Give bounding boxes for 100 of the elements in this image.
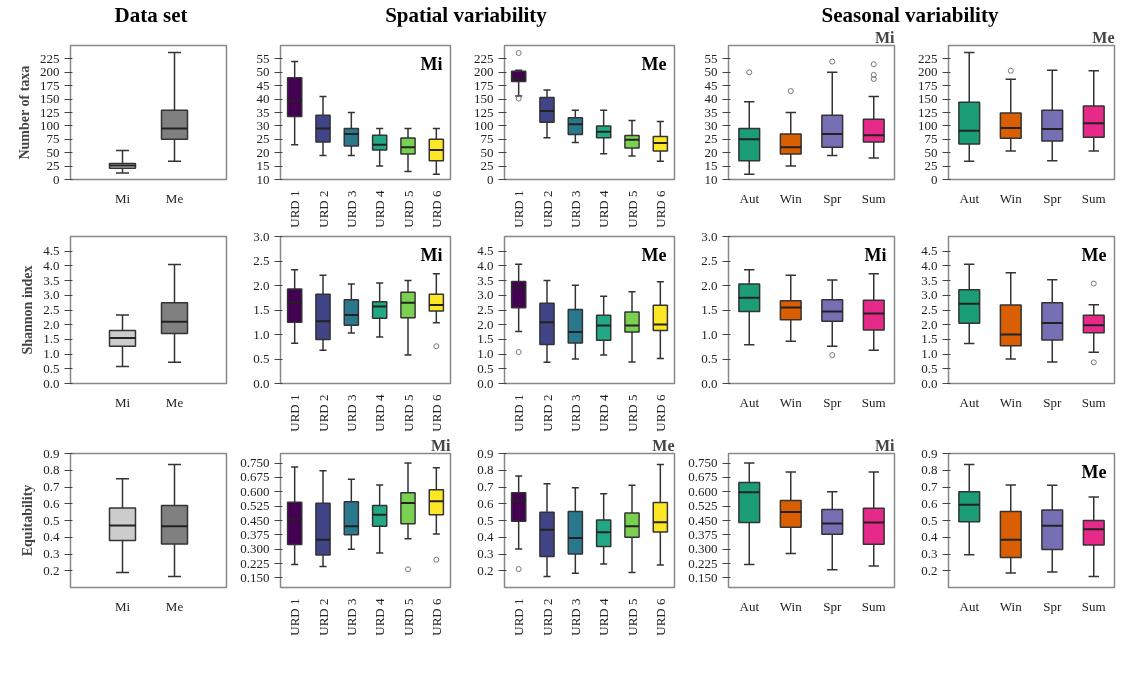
x-tick-label: URD 1 — [511, 394, 527, 432]
y-tick-label: 1.5 — [921, 331, 938, 347]
x-tick-label: URD 2 — [539, 190, 555, 228]
y-tick-label: 100 — [474, 117, 494, 133]
y-tick-label: 4.0 — [43, 257, 60, 273]
x-tick-label: URD 6 — [428, 394, 444, 432]
y-tick-label: 0.375 — [688, 526, 718, 542]
y-tick-label: 0.8 — [477, 462, 494, 478]
y-tick-label: 0.9 — [477, 445, 494, 461]
x-tick-label: URD 1 — [511, 190, 527, 228]
y-tick-label: 0.6 — [477, 495, 494, 511]
y-tick-label: 15 — [256, 158, 270, 174]
x-tick-label: URD 3 — [343, 394, 359, 432]
y-tick-label: 0.5 — [43, 360, 60, 376]
annotation: Mi — [420, 244, 443, 265]
y-tick-label: 2.5 — [253, 253, 270, 268]
x-tick-label: URD 5 — [400, 394, 416, 432]
x-tick-label: Sum — [861, 598, 886, 614]
x-tick-label: Spr — [1043, 598, 1062, 614]
x-tick-label: URD 4 — [372, 598, 388, 636]
y-tick-label: 25 — [256, 131, 270, 147]
x-tick-label: URD 6 — [652, 394, 668, 432]
y-tick-label: 0.600 — [688, 483, 718, 499]
x-tick-label: URD 2 — [315, 598, 331, 636]
y-tick-label: 0.150 — [240, 569, 270, 585]
x-tick-label: Sum — [861, 190, 886, 206]
y-tick-label: 175 — [474, 77, 494, 93]
y-tick-label: 25 — [924, 158, 938, 174]
y-tick-label: 10 — [256, 171, 270, 187]
x-tick-label: URD 4 — [372, 190, 388, 228]
x-tick-label: Me — [165, 190, 184, 206]
x-tick-label: Me — [165, 394, 184, 410]
y-tick-label: 0.675 — [688, 469, 718, 485]
x-tick-label: Aut — [959, 598, 980, 614]
y-tick-label: 15 — [704, 158, 718, 174]
y-tick-label: 1.5 — [253, 302, 270, 317]
y-tick-label: 20 — [256, 144, 270, 160]
x-tick-label: Spr — [1043, 394, 1062, 410]
y-tick-label: 0.5 — [701, 351, 718, 366]
y-tick-label: 25 — [704, 131, 718, 147]
x-tick-label: URD 2 — [539, 598, 555, 636]
y-tick-label: 0.525 — [240, 498, 270, 514]
x-tick-label: URD 4 — [596, 598, 612, 636]
chart-title: Data set — [114, 2, 188, 29]
y-tick-label: 0.525 — [688, 498, 718, 514]
y-tick-label: 1.5 — [701, 302, 718, 317]
y-tick-label: 1.0 — [921, 346, 938, 362]
annotation: Mi — [874, 28, 896, 46]
y-tick-label: 50 — [480, 144, 494, 160]
y-tick-label: 0.4 — [477, 529, 494, 545]
y-tick-label: 3.0 — [43, 287, 60, 303]
y-tick-label: 0.150 — [688, 569, 718, 585]
x-tick-label: URD 3 — [343, 190, 359, 228]
y-tick-label: 4.0 — [921, 257, 938, 273]
x-tick-label: URD 1 — [511, 598, 527, 636]
y-tick-label: 225 — [918, 50, 938, 66]
x-tick-label: Aut — [959, 394, 980, 410]
y-tick-label: 225 — [474, 50, 494, 66]
x-tick-label: Spr — [823, 190, 842, 206]
x-tick-label: Sum — [1081, 598, 1106, 614]
x-tick-label: URD 5 — [624, 190, 640, 228]
y-tick-label: 3.5 — [921, 272, 938, 288]
y-tick-label: 0.5 — [43, 512, 60, 528]
x-tick-label: URD 5 — [400, 598, 416, 636]
y-tick-label: 2.0 — [253, 277, 270, 293]
y-tick-label: 125 — [918, 104, 938, 120]
y-tick-label: 30 — [704, 117, 718, 133]
y-axis-title: Number of taxa — [17, 65, 32, 160]
x-tick-label: URD 6 — [652, 598, 668, 636]
y-tick-label: 0.750 — [240, 455, 270, 471]
y-tick-label: 0.4 — [921, 529, 938, 545]
y-tick-label: 0.300 — [688, 541, 718, 557]
y-tick-label: 1.0 — [253, 326, 270, 342]
chart-title: Seasonal variability — [821, 2, 999, 29]
x-tick-label: URD 2 — [539, 394, 555, 432]
y-tick-label: 2.0 — [921, 316, 938, 332]
y-tick-label: 2.0 — [477, 316, 494, 332]
y-tick-label: 0.300 — [240, 541, 270, 557]
annotation: Me — [1092, 28, 1115, 46]
y-tick-label: 2.5 — [701, 253, 718, 268]
x-tick-label: URD 4 — [372, 394, 388, 432]
y-tick-label: 30 — [256, 117, 270, 133]
y-tick-label: 1.5 — [477, 331, 494, 347]
y-tick-label: 0.7 — [921, 479, 938, 494]
y-tick-label: 175 — [40, 77, 60, 93]
y-tick-label: 0.5 — [477, 512, 494, 528]
y-tick-label: 0.5 — [477, 360, 494, 376]
y-tick-label: 50 — [704, 64, 718, 80]
y-tick-label: 200 — [40, 64, 60, 80]
x-tick-label: URD 2 — [315, 394, 331, 432]
y-tick-label: 125 — [474, 104, 494, 120]
x-tick-label: Mi — [114, 190, 131, 206]
x-tick-label: URD 4 — [596, 190, 612, 228]
y-tick-label: 20 — [704, 144, 718, 160]
y-axis-title: Equitability — [20, 484, 36, 557]
x-tick-label: URD 2 — [315, 190, 331, 228]
y-tick-label: 3.5 — [477, 272, 494, 288]
x-tick-label: Aut — [739, 598, 760, 614]
y-tick-label: 0.9 — [43, 445, 60, 461]
y-tick-label: 4.5 — [43, 243, 60, 259]
